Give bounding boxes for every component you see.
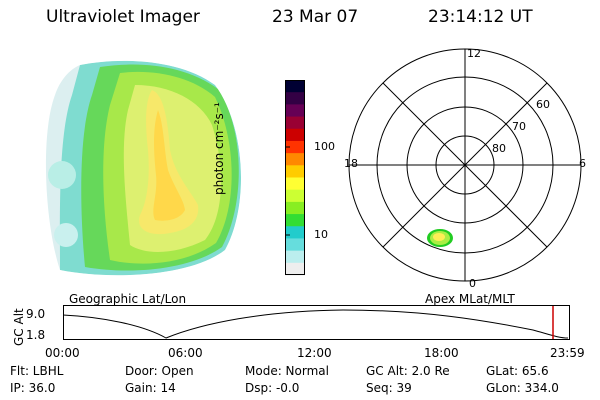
mlt-label-12: 12 — [467, 47, 481, 60]
altitude-tick-bottom: 1.8 — [26, 328, 46, 342]
glat-info: GLat: 65.6 — [486, 364, 549, 378]
mlt-label-6: 6 — [579, 157, 586, 170]
altitude-plot — [62, 305, 570, 340]
colorbar-band — [285, 140, 305, 154]
colorbar-band — [285, 214, 305, 227]
mode-info: Mode: Normal — [245, 364, 329, 378]
altitude-axis-label: GC Alt — [12, 308, 26, 346]
auroral-spot — [427, 229, 453, 247]
gc-alt-info: GC Alt: 2.0 Re — [366, 364, 450, 378]
mlt-label-0: 0 — [469, 277, 476, 290]
colorbar-band — [285, 104, 305, 118]
colorbar-tick-100: 100 — [314, 140, 335, 153]
colorbar-band — [285, 116, 305, 130]
apex-panel-label: Apex MLat/MLT — [425, 292, 515, 306]
altitude-tick-top: 9.0 — [26, 307, 46, 321]
polar-plot — [348, 48, 582, 282]
xtick-0000: 00:00 — [45, 346, 80, 360]
colorbar-band — [285, 238, 305, 252]
colorbar-band — [285, 153, 305, 166]
colorbar-band — [285, 80, 305, 93]
colorbar-band — [285, 128, 305, 142]
geographic-panel-label: Geographic Lat/Lon — [69, 292, 187, 306]
colorbar-band — [285, 189, 305, 203]
colorbar — [285, 80, 305, 276]
xtick-0600: 06:00 — [168, 346, 203, 360]
lat-label-70: 70 — [512, 120, 526, 133]
door-info: Door: Open — [125, 364, 194, 378]
xtick-1200: 12:00 — [297, 346, 332, 360]
colorbar-band — [285, 177, 305, 191]
colorbar-band — [285, 201, 305, 215]
glon-info: GLon: 334.0 — [486, 381, 559, 395]
time-label: 23:14:12 UT — [428, 7, 533, 27]
colorbar-band — [285, 92, 305, 105]
colorbar-band — [285, 250, 305, 264]
date-label: 23 Mar 07 — [272, 7, 359, 27]
colorbar-band — [285, 226, 305, 239]
ip-info: IP: 36.0 — [10, 381, 56, 395]
lat-label-80: 80 — [492, 142, 506, 155]
colorbar-band — [285, 165, 305, 178]
gain-info: Gain: 14 — [125, 381, 176, 395]
mlt-label-18: 18 — [344, 157, 358, 170]
geographic-image — [45, 60, 242, 276]
seq-info: Seq: 39 — [366, 381, 412, 395]
app-title: Ultraviolet Imager — [46, 7, 200, 27]
colorbar-tick-10: 10 — [314, 228, 328, 241]
dsp-info: Dsp: -0.0 — [245, 381, 300, 395]
filter-info: Flt: LBHL — [10, 364, 64, 378]
lat-label-60: 60 — [536, 98, 550, 111]
xtick-1800: 18:00 — [424, 346, 459, 360]
xtick-2359: 23:59 — [550, 346, 585, 360]
colorbar-unit-label: photon cm⁻²s⁻¹ — [212, 102, 226, 195]
colorbar-band — [285, 262, 305, 276]
